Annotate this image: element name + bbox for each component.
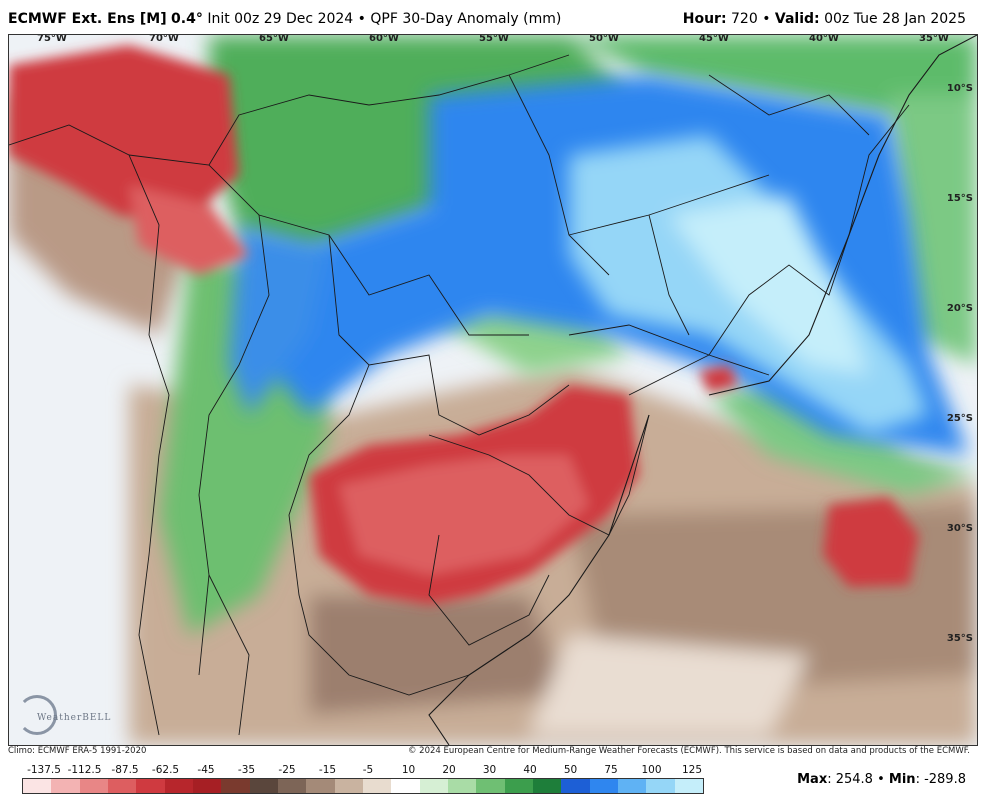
hour-label: Hour: bbox=[682, 11, 727, 27]
colorbar-segment bbox=[419, 779, 448, 793]
colorbar-segment bbox=[646, 779, 675, 793]
stats-separator: • bbox=[877, 772, 885, 787]
colorbar-tick-label: -112.5 bbox=[67, 764, 102, 776]
lon-label-70w: 70°W bbox=[149, 34, 179, 44]
colorbar-segment bbox=[504, 779, 533, 793]
hour-value: 720 bbox=[731, 11, 758, 27]
colorbar-segment bbox=[561, 779, 590, 793]
lon-label-75w: 75°W bbox=[37, 34, 67, 44]
model-resolution: 0.4° bbox=[171, 11, 203, 27]
lat-label-35s: 35°S bbox=[946, 633, 973, 644]
weatherbell-logo: WeatherBELL bbox=[13, 689, 110, 739]
colorbar bbox=[22, 778, 704, 794]
colorbar-segment bbox=[277, 779, 307, 793]
lat-label-20s: 20°S bbox=[946, 303, 973, 314]
colorbar-tick-label: -45 bbox=[197, 764, 215, 776]
colorbar-segment bbox=[51, 779, 80, 793]
colorbar-segment bbox=[107, 779, 137, 793]
lat-label-15s: 15°S bbox=[946, 193, 973, 204]
min-value: -289.8 bbox=[924, 772, 966, 787]
colorbar-segment bbox=[476, 779, 505, 793]
title-separator: • bbox=[357, 11, 366, 27]
max-value: 254.8 bbox=[835, 772, 873, 787]
min-label: Min bbox=[888, 772, 916, 787]
colorbar-segment bbox=[674, 779, 703, 793]
valid-time: Hour: 720 • Valid: 00z Tue 28 Jan 2025 bbox=[683, 11, 966, 27]
political-borders bbox=[9, 54, 910, 736]
colorbar-segment bbox=[589, 779, 618, 793]
colorbar-segment bbox=[334, 779, 363, 793]
product-name: QPF 30-Day Anomaly (mm) bbox=[370, 11, 562, 27]
precip-anomaly-map: 75°W 70°W 65°W 60°W 55°W 50°W 45°W 40°W … bbox=[8, 34, 978, 746]
colorbar-segment bbox=[617, 779, 647, 793]
colorbar-tick-label: 75 bbox=[604, 764, 618, 776]
wet-anomaly-lightblue bbox=[569, 135, 929, 435]
map-canvas bbox=[9, 35, 977, 745]
colorbar-segment bbox=[532, 779, 562, 793]
title-bar: ECMWF Ext. Ens [M] 0.4° Init 00z 29 Dec … bbox=[0, 0, 984, 34]
colorbar-segment bbox=[447, 779, 477, 793]
map-title: ECMWF Ext. Ens [M] 0.4° Init 00z 29 Dec … bbox=[8, 11, 561, 27]
lon-label-40w: 40°W bbox=[809, 34, 839, 44]
colorbar-tick-label: 50 bbox=[563, 764, 578, 776]
colorbar-tick-label: -25 bbox=[278, 764, 296, 776]
atlantic-coastline bbox=[708, 35, 977, 396]
climo-note: Climo: ECMWF ERA-5 1991-2020 bbox=[8, 746, 147, 756]
colorbar-segment bbox=[249, 779, 278, 793]
colorbar-tick-label: 125 bbox=[681, 764, 703, 776]
valid-separator: • bbox=[762, 11, 771, 27]
colorbar-segment bbox=[164, 779, 193, 793]
lat-label-25s: 25°S bbox=[946, 413, 973, 424]
lon-label-60w: 60°W bbox=[369, 34, 399, 44]
colorbar-segment bbox=[221, 779, 250, 793]
valid-value: 00z Tue 28 Jan 2025 bbox=[824, 11, 966, 27]
lon-label-55w: 55°W bbox=[479, 34, 509, 44]
colorbar-segment bbox=[306, 779, 335, 793]
colorbar-tick-label: -62.5 bbox=[151, 764, 180, 776]
colorbar-tick-label: -15 bbox=[318, 764, 337, 776]
southern-coastline bbox=[428, 414, 650, 745]
lon-label-50w: 50°W bbox=[589, 34, 619, 44]
colorbar-tick-label: 100 bbox=[641, 764, 662, 776]
colorbar-tick-label: -35 bbox=[237, 764, 256, 776]
colorbar-segment bbox=[79, 779, 108, 793]
colorbar-tick-label: -5 bbox=[362, 764, 374, 776]
colorbar-segment bbox=[136, 779, 165, 793]
logo-swirl-icon bbox=[17, 695, 57, 735]
colorbar-segment bbox=[23, 779, 52, 793]
colorbar-tick-label: -87.5 bbox=[111, 764, 139, 776]
colorbar-tick-label: 20 bbox=[442, 764, 456, 776]
colorbar-segment bbox=[362, 779, 392, 793]
valid-label: Valid: bbox=[774, 11, 820, 27]
lat-label-30s: 30°S bbox=[946, 523, 973, 534]
colorbar-tick-label: 10 bbox=[401, 764, 416, 776]
logo-text: WeatherBELL bbox=[37, 713, 112, 723]
lon-label-65w: 65°W bbox=[259, 34, 289, 44]
max-min-stats: Max: 254.8 • Min: -289.8 bbox=[797, 772, 966, 787]
colorbar-tick-label: 40 bbox=[523, 764, 537, 776]
colorbar-tick-label: -137.5 bbox=[27, 764, 61, 776]
max-label: Max bbox=[797, 772, 828, 787]
dry-anomaly-red bbox=[9, 45, 919, 605]
lat-label-10s: 10°S bbox=[946, 83, 973, 94]
lon-label-35w: 35°W bbox=[919, 34, 949, 44]
model-name: ECMWF Ext. Ens [M] bbox=[8, 11, 167, 27]
copyright-note: © 2024 European Centre for Medium-Range … bbox=[407, 746, 970, 756]
lon-label-45w: 45°W bbox=[699, 34, 729, 44]
colorbar-tick-label: 30 bbox=[482, 764, 497, 776]
colorbar-segment bbox=[391, 779, 420, 793]
colorbar-segment bbox=[192, 779, 222, 793]
init-time: Init 00z 29 Dec 2024 bbox=[207, 11, 354, 27]
